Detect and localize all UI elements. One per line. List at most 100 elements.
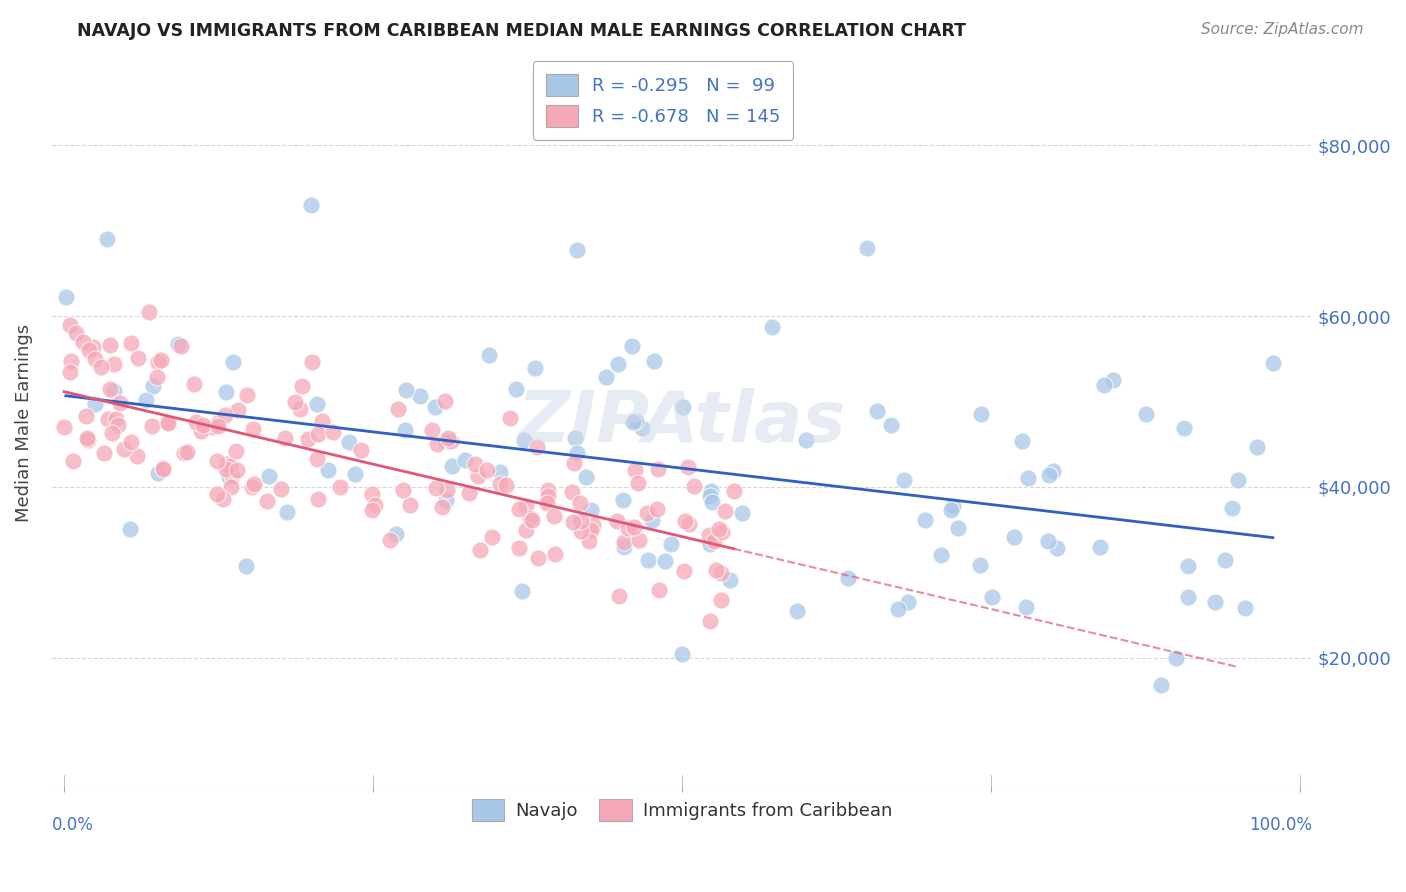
Point <box>942 500 965 514</box>
Point <box>441 458 464 473</box>
Point <box>157 417 180 431</box>
Point <box>343 467 366 481</box>
Point <box>190 424 212 438</box>
Point <box>475 463 498 477</box>
Point <box>395 383 418 397</box>
Point <box>146 370 169 384</box>
Point <box>214 457 236 471</box>
Point <box>65 326 87 340</box>
Point <box>707 522 730 536</box>
Point <box>561 516 583 530</box>
Point <box>361 486 384 500</box>
Point <box>205 454 228 468</box>
Point <box>676 460 699 475</box>
Point <box>582 518 605 533</box>
Point <box>96 232 118 246</box>
Point <box>731 506 754 520</box>
Point <box>643 354 665 368</box>
Point <box>607 589 630 603</box>
Point <box>631 421 654 435</box>
Point <box>565 244 588 258</box>
Point <box>364 498 387 512</box>
Point <box>90 360 112 375</box>
Point <box>561 484 583 499</box>
Point <box>887 601 910 615</box>
Point <box>434 434 457 448</box>
Point <box>77 343 100 358</box>
Point <box>969 558 991 572</box>
Point <box>350 443 373 458</box>
Point <box>481 530 503 544</box>
Text: 0.0%: 0.0% <box>52 816 94 834</box>
Point <box>710 592 733 607</box>
Point <box>242 422 264 436</box>
Point <box>201 419 224 434</box>
Point <box>59 318 82 332</box>
Point <box>578 534 600 549</box>
Point <box>329 480 352 494</box>
Point <box>468 543 491 558</box>
Point <box>337 434 360 449</box>
Point <box>1046 541 1069 555</box>
Point <box>97 412 120 426</box>
Y-axis label: Median Male Earnings: Median Male Earnings <box>15 324 32 522</box>
Point <box>703 534 725 549</box>
Point <box>1017 471 1039 485</box>
Point <box>700 484 723 499</box>
Point <box>718 573 741 587</box>
Point <box>1173 421 1195 435</box>
Point <box>1204 595 1226 609</box>
Point <box>1101 373 1123 387</box>
Point <box>426 437 449 451</box>
Point <box>205 487 228 501</box>
Point <box>536 496 558 510</box>
Point <box>170 339 193 353</box>
Point <box>256 494 278 508</box>
Point <box>235 559 257 574</box>
Point <box>671 648 693 662</box>
Point <box>710 524 733 539</box>
Point <box>495 478 517 492</box>
Point <box>104 412 127 426</box>
Point <box>562 457 585 471</box>
Point <box>645 502 668 516</box>
Point <box>568 496 591 510</box>
Point <box>98 337 121 351</box>
Point <box>699 614 721 628</box>
Point <box>515 500 537 514</box>
Point <box>392 483 415 497</box>
Point <box>606 514 628 528</box>
Point <box>1166 651 1188 665</box>
Point <box>83 397 105 411</box>
Point <box>103 357 125 371</box>
Point <box>425 401 447 415</box>
Point <box>710 566 733 581</box>
Point <box>1038 533 1060 548</box>
Point <box>636 506 658 520</box>
Point <box>1135 407 1157 421</box>
Point <box>620 339 643 353</box>
Point <box>242 480 264 494</box>
Point <box>75 409 97 423</box>
Point <box>613 540 636 554</box>
Point <box>297 432 319 446</box>
Point <box>581 523 603 537</box>
Point <box>436 483 458 497</box>
Point <box>659 537 682 551</box>
Point <box>146 354 169 368</box>
Point <box>218 469 240 483</box>
Point <box>219 458 242 473</box>
Point <box>510 584 533 599</box>
Point <box>523 361 546 376</box>
Point <box>624 463 647 477</box>
Point <box>637 553 659 567</box>
Point <box>432 500 454 515</box>
Point <box>526 440 548 454</box>
Point <box>214 408 236 422</box>
Point <box>575 470 598 484</box>
Point <box>682 478 704 492</box>
Point <box>508 541 530 555</box>
Point <box>207 417 229 431</box>
Point <box>243 477 266 491</box>
Point <box>387 401 409 416</box>
